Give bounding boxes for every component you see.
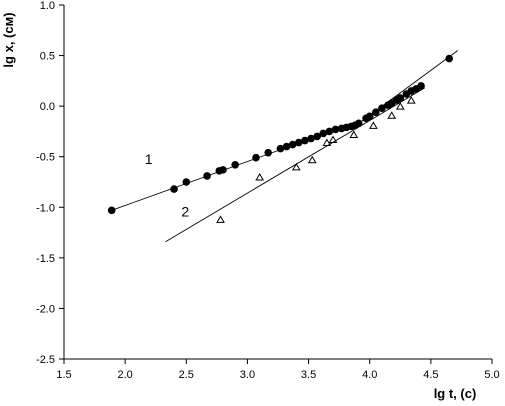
point-series-1 xyxy=(319,129,328,138)
point-series-1 xyxy=(294,138,303,147)
chart-axes xyxy=(63,5,492,360)
x-tick-label: 1.5 xyxy=(56,369,71,381)
y-tick-label: 0.5 xyxy=(40,51,55,63)
x-axis-title: lg t, (c) xyxy=(434,386,477,401)
y-tick-label: -1.5 xyxy=(36,253,55,265)
point-series-1 xyxy=(182,178,191,186)
chart-ticks: 1.5 2.0 2.5 3.0 3.5 4.0 4.5 5.0 1.0 0.5 0.0 -0.5 -1.… xyxy=(36,0,500,381)
point-series-2 xyxy=(255,172,265,181)
point-series-2 xyxy=(387,111,397,119)
x-tick-label: 4.5 xyxy=(423,369,438,381)
point-series-1 xyxy=(365,112,374,121)
series-label-1: 1 xyxy=(145,151,153,167)
point-series-1 xyxy=(264,148,273,157)
point-series-1 xyxy=(417,82,425,90)
point-series-1 xyxy=(325,127,334,136)
point-series-2 xyxy=(307,155,317,164)
point-series-1 xyxy=(331,125,340,134)
point-series-1 xyxy=(301,136,309,145)
point-series-1 xyxy=(107,206,116,215)
point-series-2 xyxy=(328,135,338,144)
point-series-1 xyxy=(307,134,315,143)
y-axis-title: lg x, (см) xyxy=(1,12,16,67)
point-series-1 xyxy=(313,132,321,141)
y-tick-label: -2.0 xyxy=(36,303,55,315)
point-series-1 xyxy=(378,104,386,112)
x-tick-label: 2.0 xyxy=(117,369,132,381)
y-tick-label: -1.0 xyxy=(36,202,55,214)
point-series-1 xyxy=(396,94,405,102)
point-series-2 xyxy=(216,215,225,223)
point-series-2 xyxy=(349,130,359,138)
point-series-2 xyxy=(369,121,378,129)
point-series-1 xyxy=(288,140,297,149)
point-series-1 xyxy=(282,142,291,151)
data-marks xyxy=(107,54,454,223)
point-series-2 xyxy=(406,96,416,104)
point-series-1 xyxy=(252,153,260,162)
point-series-1 xyxy=(276,144,285,153)
y-tick-label: -0.5 xyxy=(36,152,55,164)
x-tick-label: 3.0 xyxy=(240,369,255,381)
point-series-1 xyxy=(170,185,178,193)
point-series-1 xyxy=(445,54,454,63)
point-series-1 xyxy=(203,172,211,180)
series-label-2: 2 xyxy=(181,203,189,219)
fit-line-series-1 xyxy=(111,50,459,211)
y-tick-label: -2.5 xyxy=(36,354,55,366)
x-tick-label: 4.0 xyxy=(362,369,377,381)
point-series-2 xyxy=(291,162,301,171)
fit-line-series-2 xyxy=(165,87,425,243)
x-tick-label: 2.5 xyxy=(179,369,194,381)
point-series-2 xyxy=(395,102,405,110)
point-series-2 xyxy=(322,138,332,147)
x-tick-label: 3.5 xyxy=(301,369,316,381)
y-tick-label: 1.0 xyxy=(40,0,55,12)
point-series-1 xyxy=(372,108,380,117)
x-tick-label: 5.0 xyxy=(484,369,499,381)
point-series-1 xyxy=(219,166,227,174)
point-series-1 xyxy=(354,119,363,128)
series-labels: 12 xyxy=(145,151,190,220)
point-series-1 xyxy=(231,161,239,169)
y-tick-label: 0.0 xyxy=(40,101,55,113)
